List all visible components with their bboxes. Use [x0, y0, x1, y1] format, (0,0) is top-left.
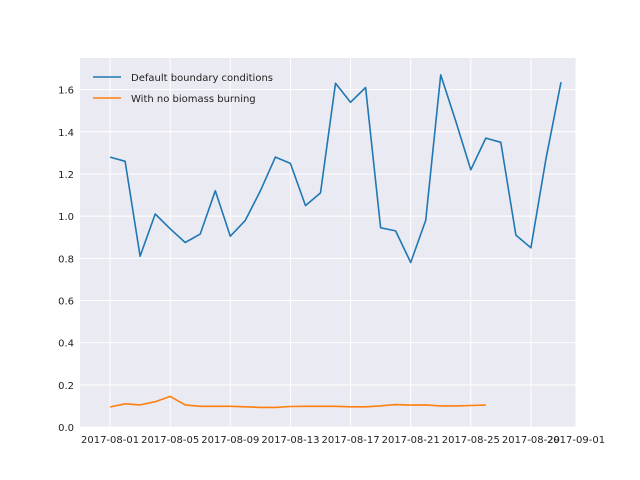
series-layer [109, 74, 562, 409]
y-tick-label: 0.4 [58, 339, 74, 350]
x-tick-label: 2017-08-13 [261, 435, 319, 446]
series-line-1 [109, 74, 562, 264]
y-tick-label: 1.0 [58, 212, 74, 223]
grid-lines [80, 58, 577, 428]
x-tick-label: 2017-09-01 [547, 435, 605, 446]
plot-area [80, 58, 576, 427]
x-tick-label: 2017-08-09 [201, 435, 259, 446]
y-tick-label: 0.2 [58, 381, 74, 392]
x-axis-ticks: 2017-08-01 2017-08-05 2017-08-09 2017-08-13… [81, 435, 605, 446]
y-tick-label: 1.2 [58, 170, 74, 181]
y-tick-label: 1.6 [58, 86, 74, 97]
x-tick-label: 2017-08-17 [321, 435, 379, 446]
x-tick-label: 2017-08-21 [382, 435, 440, 446]
y-tick-label: 1.4 [58, 128, 74, 139]
y-tick-label: 0.0 [58, 423, 74, 434]
x-tick-label: 2017-08-01 [81, 435, 139, 446]
legend-label: Default boundary conditions [131, 73, 273, 84]
y-tick-label: 0.6 [58, 296, 74, 307]
x-tick-label: 2017-08-29 [502, 435, 560, 446]
series-line-2 [109, 395, 486, 409]
legend: Default boundary conditions With no bioma… [93, 73, 273, 105]
legend-label: With no biomass burning [131, 94, 256, 105]
x-tick-label: 2017-08-25 [442, 435, 500, 446]
y-axis-ticks: 0.0 0.2 0.4 0.6 0.8 1.0 1.2 1.4 1.6 [58, 86, 74, 434]
y-tick-label: 0.8 [58, 254, 74, 265]
x-tick-label: 2017-08-05 [141, 435, 199, 446]
